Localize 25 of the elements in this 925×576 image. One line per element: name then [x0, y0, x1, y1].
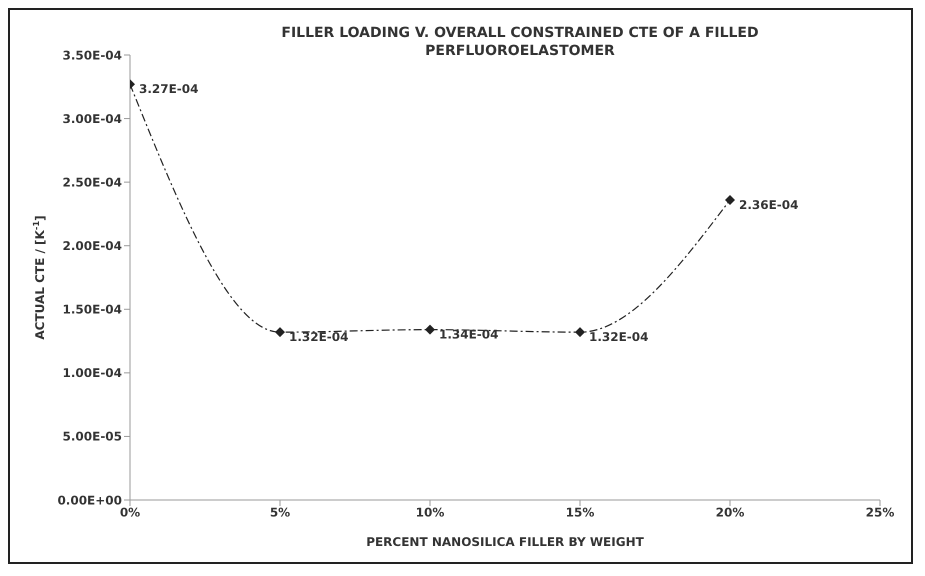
x-axis-title: PERCENT NANOSILICA FILLER BY WEIGHT: [366, 535, 645, 549]
point: [575, 327, 585, 338]
data-label: 1.32E-04: [289, 330, 348, 344]
x-tick-label: 15%: [566, 506, 594, 520]
x-tick-label: 5%: [270, 506, 290, 520]
x-tick-label: 10%: [416, 506, 444, 520]
x-tick-label: 0%: [120, 506, 140, 520]
data-label: 2.36E-04: [739, 198, 798, 212]
point: [275, 327, 285, 338]
y-tick-label: 3.00E-04: [62, 112, 122, 126]
data-label: 3.27E-04: [139, 82, 198, 96]
chart-title: FILLER LOADING V. OVERALL CONSTRAINED CTE OF A FILLED PERFLUOROELASTOMER: [280, 24, 760, 60]
data-label: 1.32E-04: [589, 330, 648, 344]
y-tick-label: 2.50E-04: [62, 175, 122, 190]
x-tick-label: 20%: [716, 506, 744, 520]
y-tick-label: 3.50E-04: [62, 48, 122, 62]
data-label: 1.34E-04: [439, 328, 498, 342]
y-tick-label: 1.00E-04: [62, 366, 122, 380]
x-tick-label: 25%: [866, 506, 894, 520]
y-tick-label: 0.00E+00: [57, 493, 122, 508]
point: [425, 324, 435, 335]
y-tick-label: 5.00E-05: [62, 430, 122, 444]
point: [725, 194, 735, 205]
y-tick-label: 1.50E-04: [62, 302, 122, 317]
y-tick-label: 2.00E-04: [62, 238, 122, 253]
